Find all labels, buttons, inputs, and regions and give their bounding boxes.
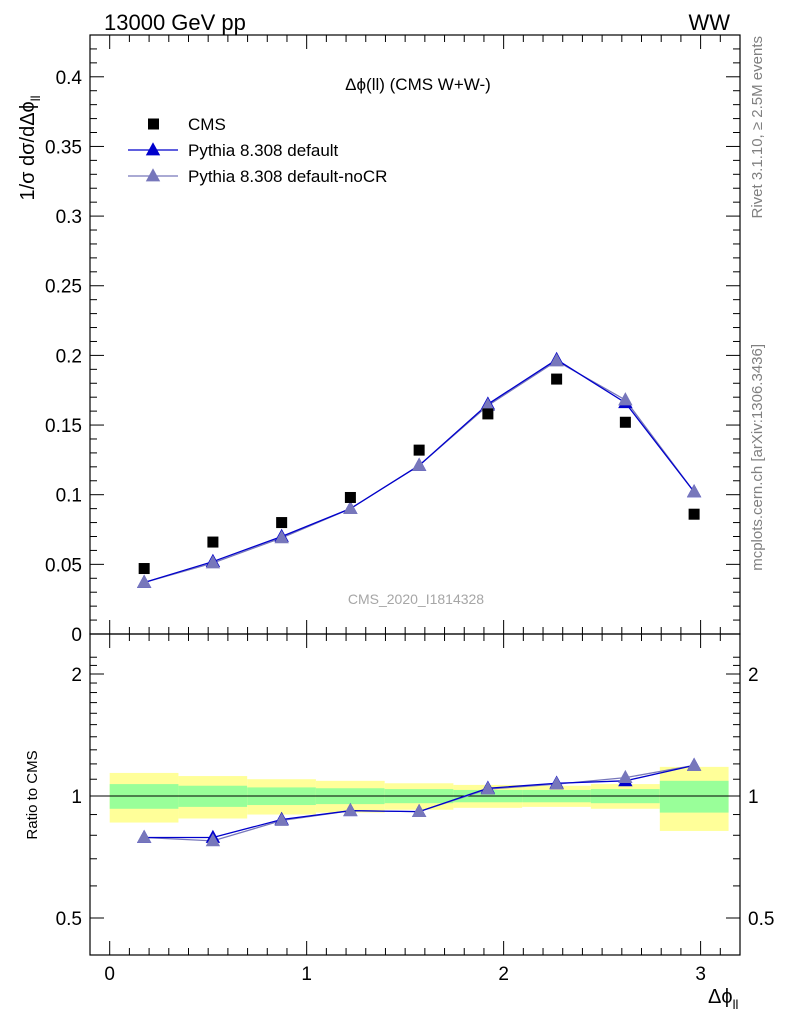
cms-data-point [551,373,563,385]
ratio-x-axis: 0 1 2 3 [89,634,741,985]
ratio-series-point [549,776,564,790]
cms-data-point [276,517,288,529]
main-series-point [686,484,702,498]
main-series-point [205,555,221,569]
ratio-x-axis-label: Δϕll [708,986,738,1012]
cms-data-point [619,416,631,428]
main-series-point [549,353,564,367]
main-y-tick-label: 0 [71,625,82,646]
main-series-point [274,530,289,544]
main-title: Δϕ(ll) (CMS W+W-) [345,75,491,94]
watermark: CMS_2020_I1814328 [348,591,484,607]
cms-data-point [413,444,425,456]
header-right: WW [688,10,730,35]
main-y-axis: 0 0.05 0.1 0.15 0.2 0.25 0.3 0.35 0.4 [45,48,740,646]
mcplots-label: mcplots.cern.ch [arXiv:1306.3436] [749,344,766,571]
main-y-tick-label: 0.1 [56,486,82,507]
main-y-tick-label: 0.4 [56,68,83,89]
ratio-marks [136,757,702,847]
main-y-tick-label: 0.25 [45,277,82,298]
header-left: 13000 GeV pp [104,10,246,35]
ratio-x-tick-label: 0 [104,964,115,985]
ratio-x-tick-label: 2 [498,964,509,985]
ratio-y-tick-label-right: 0.5 [748,909,774,930]
main-marks [136,351,702,588]
main-series-point [480,397,496,411]
cms-data-point [482,408,494,420]
ratio-series-point [411,803,427,818]
main-series-line [143,358,695,584]
legend-label: Pythia 8.308 default [188,141,339,160]
legend-marker [148,118,159,130]
main-y-tick-label: 0.2 [56,346,82,367]
main-y-tick-label: 0.3 [56,207,82,228]
ratio-series-point [618,769,633,784]
main-panel: 0 0.05 0.1 0.15 0.2 0.25 0.3 0.35 0.4 Δϕ(ll) (CM… [17,34,741,646]
main-y-tick-label: 0.15 [45,416,82,437]
ratio-x-tick-label: 3 [695,964,706,985]
main-series-point [411,457,427,471]
ratio-y-axis-label: Ratio to CMS [24,750,41,839]
main-y-axis-label: 1/σ dσ/dΔϕll [17,95,43,200]
main-series-point [343,500,358,515]
ratio-y-tick-label: 1 [71,787,82,808]
main-series-point [136,574,152,588]
ratio-y-tick-label-right: 2 [748,665,759,686]
legend-label: Pythia 8.308 default-noCR [188,167,387,186]
legend: CMS Pythia 8.308 default Pythia 8.308 defa… [128,115,387,186]
ratio-panel: 0.5 0.5 1 1 2 2 0 1 2 3 Ratio to CMS Δϕll [24,633,774,1012]
main-x-axis [89,35,741,634]
main-y-tick-label: 0.35 [45,137,82,158]
legend-label: CMS [188,115,226,134]
ratio-series-point [686,757,702,771]
legend-marker [145,168,161,182]
ratio-inner-band [659,780,729,813]
cms-data-point [688,508,700,520]
legend-marker [145,142,161,156]
svg-text:Δϕll: Δϕll [708,986,738,1012]
ratio-frame [89,633,741,956]
rivet-label: Rivet 3.1.10, ≥ 2.5M events [749,36,766,219]
cms-data-point [207,536,219,548]
ratio-x-tick-label: 1 [301,964,312,985]
cms-data-point [344,491,356,503]
ratio-series-point [136,829,152,843]
ratio-y-tick-label-right: 1 [748,787,759,808]
cms-data-point [138,563,150,575]
svg-text:1/σ dσ/dΔϕll: 1/σ dσ/dΔϕll [17,95,43,200]
ratio-series-point [205,833,221,847]
ratio-series-point [343,802,358,817]
ratio-series-point [274,812,289,826]
ratio-y-tick-label: 2 [71,665,82,686]
main-series-point [618,392,633,406]
ratio-series-point [480,781,496,795]
ratio-y-tick-label: 0.5 [56,909,82,930]
main-y-tick-label: 0.05 [45,555,82,576]
ratio-y-axis: 0.5 0.5 1 1 2 2 [56,656,774,930]
ratio-bands [109,766,729,831]
